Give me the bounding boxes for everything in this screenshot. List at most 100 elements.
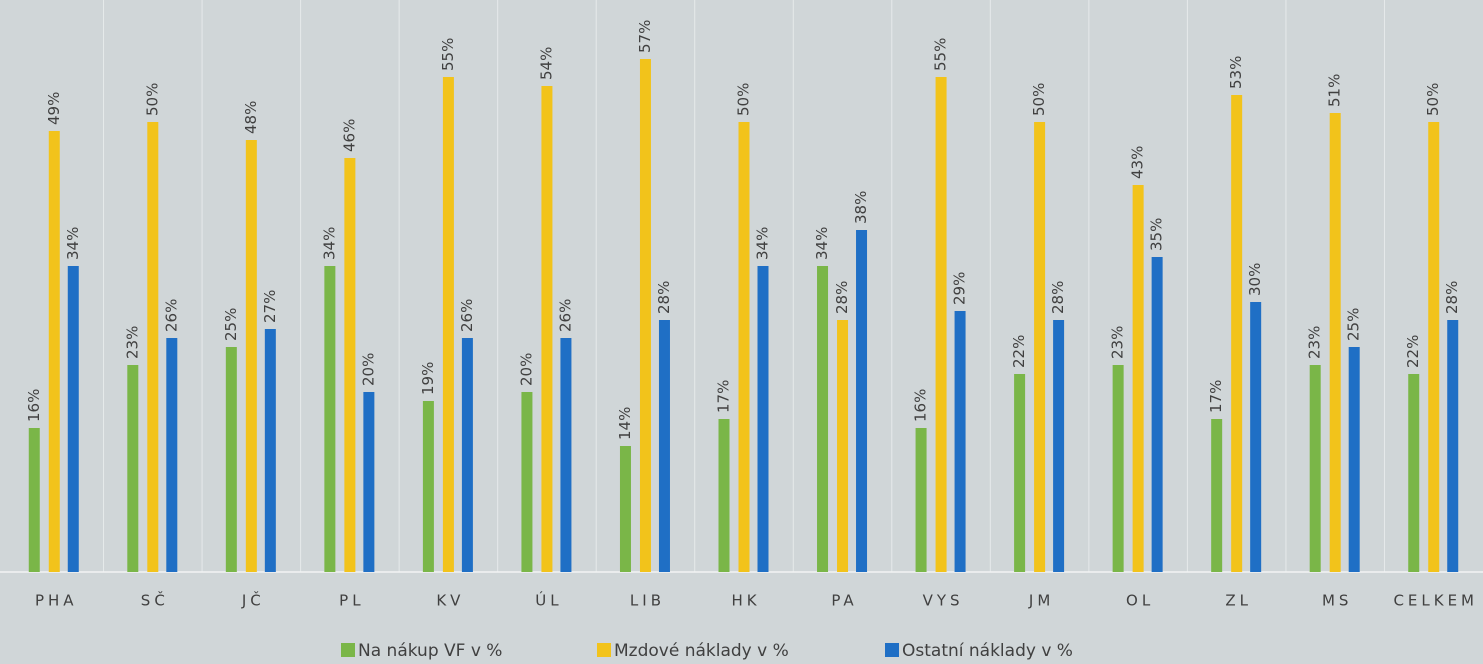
data-label: 17%	[715, 380, 733, 413]
data-label: 55%	[439, 38, 457, 71]
bar	[1309, 365, 1321, 572]
data-label: 25%	[222, 308, 240, 341]
data-label: 43%	[1129, 146, 1147, 179]
bar	[1014, 374, 1026, 572]
data-label: 50%	[735, 83, 753, 116]
bar	[1112, 365, 1124, 572]
x-tick-label: JČ	[241, 591, 265, 610]
data-label: 22%	[1010, 335, 1028, 368]
bar	[1329, 113, 1341, 572]
bar	[718, 419, 730, 572]
legend-swatch	[341, 643, 355, 657]
bar	[147, 122, 159, 572]
x-tick-label: OL	[1126, 592, 1154, 610]
data-label: 22%	[1404, 335, 1422, 368]
data-label: 34%	[813, 227, 831, 260]
bar	[67, 266, 79, 572]
bar	[264, 329, 276, 572]
data-label: 23%	[1306, 326, 1324, 359]
legend-swatch	[597, 643, 611, 657]
bar	[738, 122, 750, 572]
bar	[461, 338, 473, 572]
data-label: 28%	[655, 281, 673, 314]
data-label: 17%	[1207, 380, 1225, 413]
x-tick-label: JM	[1028, 592, 1054, 610]
data-label: 57%	[636, 20, 654, 53]
data-label: 38%	[852, 191, 870, 224]
bar	[324, 266, 336, 572]
data-label: 53%	[1227, 56, 1245, 89]
x-tick-label: PHA	[35, 592, 78, 610]
bar	[1250, 302, 1262, 572]
data-label: 20%	[359, 353, 377, 386]
data-label: 28%	[1443, 281, 1461, 314]
bar	[560, 338, 572, 572]
bar	[1408, 374, 1420, 572]
bar	[541, 86, 553, 572]
bar	[344, 158, 356, 572]
bar	[954, 311, 966, 572]
bar	[837, 320, 849, 572]
data-label: 28%	[833, 281, 851, 314]
data-label: 55%	[932, 38, 950, 71]
bar	[28, 428, 40, 572]
legend-swatch	[885, 643, 899, 657]
bar	[1348, 347, 1360, 572]
data-label: 26%	[458, 299, 476, 332]
data-label: 34%	[320, 227, 338, 260]
x-tick-label: ÚL	[535, 591, 562, 610]
bar	[442, 77, 454, 572]
data-label: 25%	[1345, 308, 1363, 341]
x-tick-label: SČ	[141, 591, 169, 610]
data-label: 48%	[242, 101, 260, 134]
bar	[1447, 320, 1459, 572]
data-label: 34%	[754, 227, 772, 260]
legend-label: Mzdové náklady v %	[614, 641, 789, 661]
bar	[1132, 185, 1144, 572]
bar	[521, 392, 533, 572]
bar	[1151, 257, 1163, 572]
data-label: 26%	[556, 299, 574, 332]
data-label: 27%	[261, 290, 279, 323]
data-label: 16%	[912, 389, 930, 422]
data-label: 46%	[340, 119, 358, 152]
bar	[363, 392, 375, 572]
bar	[245, 140, 257, 572]
x-tick-label: MS	[1322, 592, 1352, 610]
legend-label: Ostatní náklady v %	[902, 641, 1073, 661]
x-tick-label: CELKEM	[1393, 592, 1478, 610]
x-tick-label: VYS	[923, 592, 964, 610]
data-label: 50%	[1030, 83, 1048, 116]
bar	[127, 365, 139, 572]
bar	[166, 338, 178, 572]
bar	[1211, 419, 1223, 572]
bar	[225, 347, 237, 572]
data-label: 23%	[1109, 326, 1127, 359]
bar	[856, 230, 868, 572]
bar	[658, 320, 670, 572]
data-label: 51%	[1326, 74, 1344, 107]
bar	[1034, 122, 1046, 572]
x-tick-label: HK	[731, 592, 760, 610]
x-tick-label: KV	[436, 592, 464, 610]
data-label: 26%	[162, 299, 180, 332]
data-label: 35%	[1148, 218, 1166, 251]
data-label: 50%	[143, 83, 161, 116]
bar	[619, 446, 631, 572]
data-label: 50%	[1424, 83, 1442, 116]
bar	[1231, 95, 1243, 572]
data-label: 28%	[1049, 281, 1067, 314]
data-label: 20%	[517, 353, 535, 386]
bar	[935, 77, 947, 572]
x-tick-label: LIB	[630, 592, 665, 610]
data-label: 54%	[537, 47, 555, 80]
data-label: 29%	[951, 272, 969, 305]
x-tick-label: PL	[339, 592, 364, 610]
bar	[757, 266, 769, 572]
bar	[639, 59, 651, 572]
data-label: 49%	[45, 92, 63, 125]
bar	[1428, 122, 1440, 572]
data-label: 30%	[1246, 263, 1264, 296]
data-label: 16%	[25, 389, 43, 422]
